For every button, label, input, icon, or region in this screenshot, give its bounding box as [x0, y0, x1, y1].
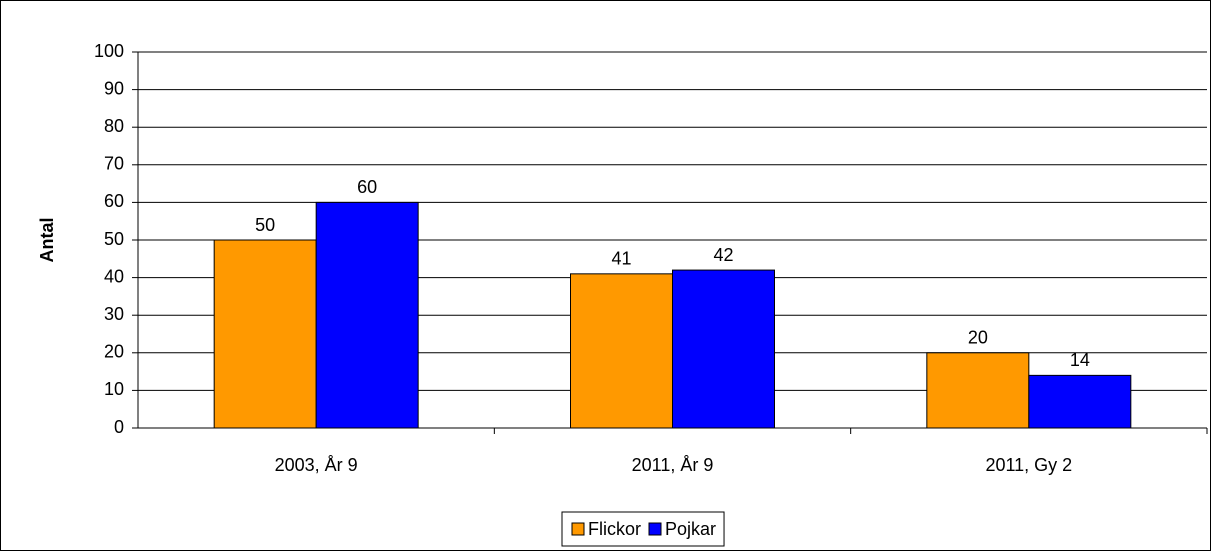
y-tick-label: 70: [104, 154, 124, 174]
value-label: 14: [1070, 350, 1090, 370]
y-tick-label: 20: [104, 342, 124, 362]
x-tick-label: 2011, Gy 2: [985, 455, 1072, 475]
y-tick-label: 10: [104, 379, 124, 399]
y-tick-label: 40: [104, 266, 124, 286]
x-tick-label: 2003, År 9: [275, 455, 358, 475]
y-tick-label: 30: [104, 304, 124, 324]
bar: [926, 352, 1030, 429]
bar: [570, 273, 673, 429]
y-tick-label: 100: [94, 41, 124, 61]
bar: [213, 239, 317, 429]
value-label: 20: [968, 328, 988, 348]
value-label: 42: [713, 245, 733, 265]
y-axis-label: Antal: [37, 218, 57, 263]
legend-swatch: [571, 522, 585, 536]
bar: [672, 269, 775, 429]
legend-box: [561, 511, 725, 547]
y-tick-label: 0: [114, 417, 124, 437]
y-tick-label: 80: [104, 116, 124, 136]
y-tick-label: 90: [104, 78, 124, 98]
bar: [1028, 374, 1132, 429]
legend-label: Pojkar: [665, 519, 716, 539]
x-tick-label: 2011, År 9: [632, 455, 714, 475]
value-label: 41: [611, 249, 631, 269]
legend-swatch: [648, 522, 662, 536]
bar: [315, 201, 419, 429]
value-label: 50: [255, 215, 275, 235]
legend-label: Flickor: [588, 519, 641, 539]
y-tick-label: 60: [104, 191, 124, 211]
value-label: 60: [357, 177, 377, 197]
y-tick-label: 50: [104, 229, 124, 249]
